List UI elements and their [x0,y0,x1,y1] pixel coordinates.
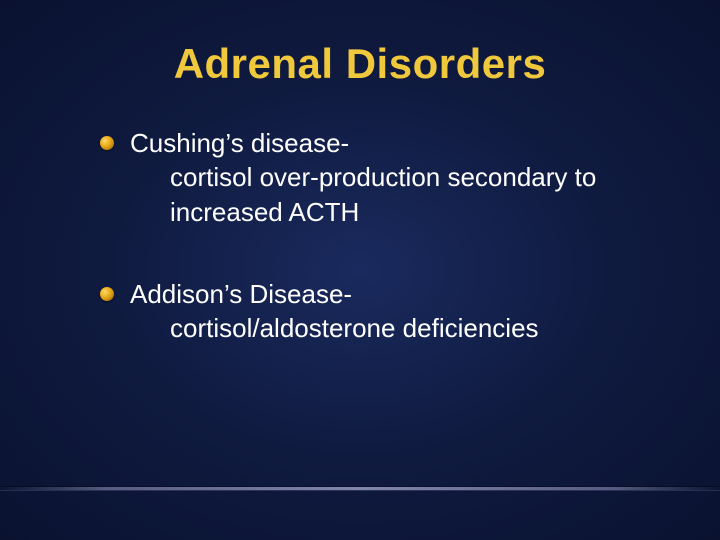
bullet-icon [100,136,114,150]
bullet-lead: Addison’s Disease- [130,279,352,309]
bullet-subline: cortisol over-production secondary to [130,160,596,194]
bullet-lead: Cushing’s disease- [130,128,349,158]
bullet-text: Addison’s Disease- cortisol/aldosterone … [130,277,539,346]
bullet-item: Addison’s Disease- cortisol/aldosterone … [100,277,660,346]
bullet-text: Cushing’s disease- cortisol over-product… [130,126,596,229]
bullet-icon [100,287,114,301]
bullet-subline: cortisol/aldosterone deficiencies [130,311,539,345]
footer-divider [0,487,720,490]
slide-container: Adrenal Disorders Cushing’s disease- cor… [0,0,720,540]
slide-title: Adrenal Disorders [60,40,660,88]
bullet-item: Cushing’s disease- cortisol over-product… [100,126,660,229]
bullet-subline: increased ACTH [130,195,596,229]
slide-content: Cushing’s disease- cortisol over-product… [60,126,660,346]
